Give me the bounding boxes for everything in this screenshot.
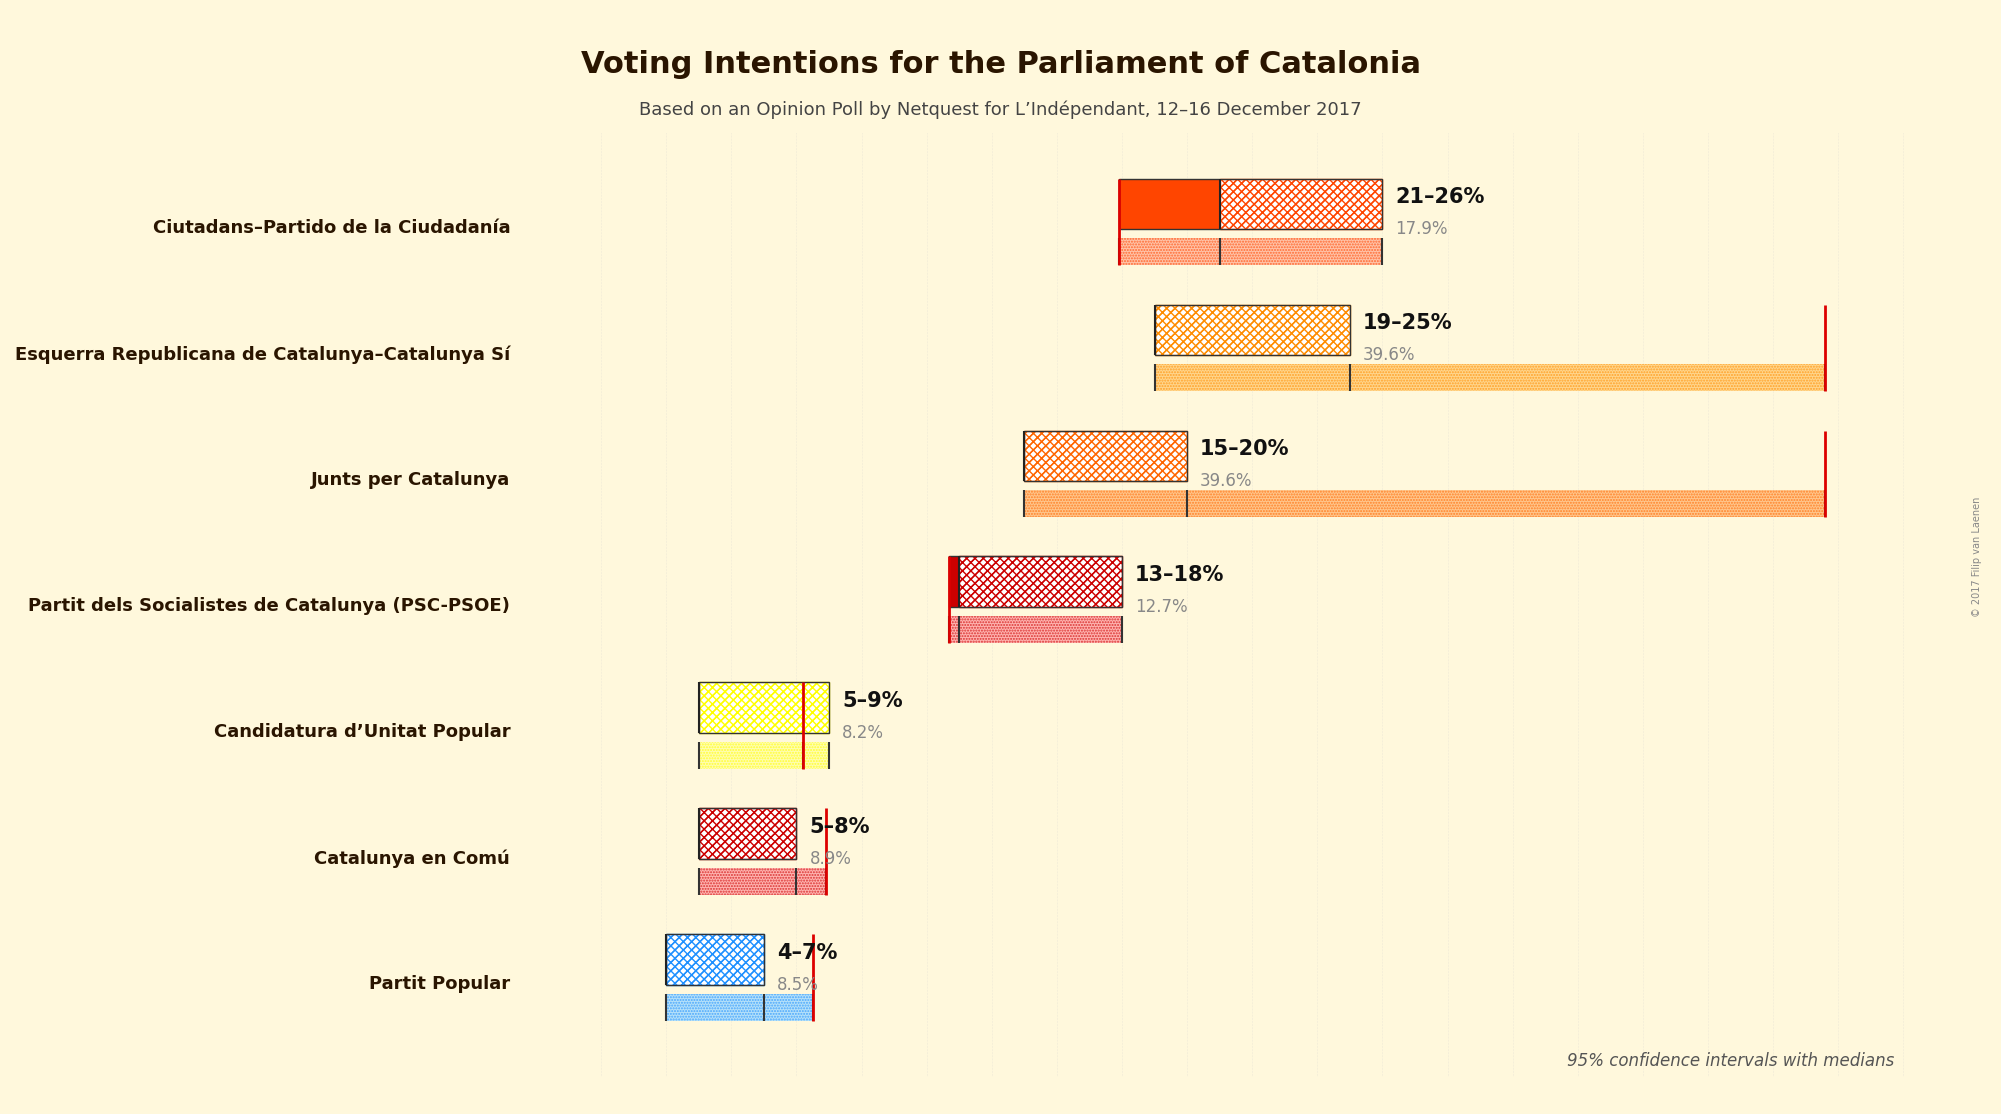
Bar	[1155, 364, 1825, 391]
Bar	[666, 935, 764, 985]
Bar	[1025, 490, 1825, 517]
Bar	[698, 809, 796, 859]
Bar	[666, 935, 764, 985]
Bar	[948, 616, 1123, 644]
Bar	[1119, 237, 1383, 265]
Text: 12.7%: 12.7%	[1135, 598, 1189, 616]
Text: 15–20%: 15–20%	[1201, 439, 1291, 459]
Bar	[698, 683, 828, 733]
Bar	[698, 868, 826, 896]
Bar	[698, 868, 826, 896]
Bar	[948, 616, 1123, 644]
Text: 39.6%: 39.6%	[1363, 346, 1415, 364]
Bar	[1119, 178, 1221, 229]
Bar	[698, 742, 828, 770]
Text: 13–18%: 13–18%	[1135, 566, 1225, 585]
Bar	[1155, 304, 1351, 355]
Bar	[1025, 430, 1187, 481]
Text: 95% confidence intervals with medians: 95% confidence intervals with medians	[1567, 1053, 1895, 1071]
Bar	[1119, 178, 1383, 229]
Text: Voting Intentions for the Parliament of Catalonia: Voting Intentions for the Parliament of …	[580, 50, 1421, 79]
Bar	[1155, 364, 1825, 391]
Text: 21–26%: 21–26%	[1395, 187, 1485, 207]
Bar	[698, 683, 828, 733]
Bar	[1025, 430, 1187, 481]
Bar	[698, 809, 796, 859]
Bar	[948, 557, 1123, 607]
Bar	[1221, 178, 1383, 229]
Text: 17.9%: 17.9%	[1395, 219, 1449, 238]
Text: 5–9%: 5–9%	[842, 692, 902, 712]
Bar	[958, 557, 1123, 607]
Bar	[948, 557, 958, 607]
Text: 4–7%: 4–7%	[776, 944, 836, 964]
Text: © 2017 Filip van Laenen: © 2017 Filip van Laenen	[1973, 497, 1981, 617]
Bar	[1155, 304, 1351, 355]
Text: 5–8%: 5–8%	[810, 818, 870, 838]
Bar	[1025, 430, 1187, 481]
Bar	[698, 683, 828, 733]
Text: 8.9%: 8.9%	[810, 850, 850, 868]
Bar	[958, 557, 1123, 607]
Bar	[1025, 490, 1825, 517]
Bar	[1221, 178, 1383, 229]
Bar	[1119, 237, 1383, 265]
Bar	[666, 994, 812, 1022]
Text: 19–25%: 19–25%	[1363, 313, 1453, 333]
Text: 8.2%: 8.2%	[842, 724, 884, 742]
Text: 39.6%: 39.6%	[1201, 472, 1253, 490]
Bar	[1221, 178, 1383, 229]
Bar	[698, 809, 796, 859]
Bar	[666, 935, 764, 985]
Bar	[698, 742, 828, 770]
Bar	[666, 994, 812, 1022]
Text: 8.5%: 8.5%	[776, 976, 818, 994]
Bar	[666, 935, 764, 985]
Bar	[698, 683, 828, 733]
Bar	[698, 809, 796, 859]
Bar	[1155, 304, 1351, 355]
Text: Based on an Opinion Poll by Netquest for L’Indépendant, 12–16 December 2017: Based on an Opinion Poll by Netquest for…	[638, 100, 1363, 119]
Bar	[1025, 430, 1187, 481]
Bar	[958, 557, 1123, 607]
Bar	[1155, 304, 1351, 355]
